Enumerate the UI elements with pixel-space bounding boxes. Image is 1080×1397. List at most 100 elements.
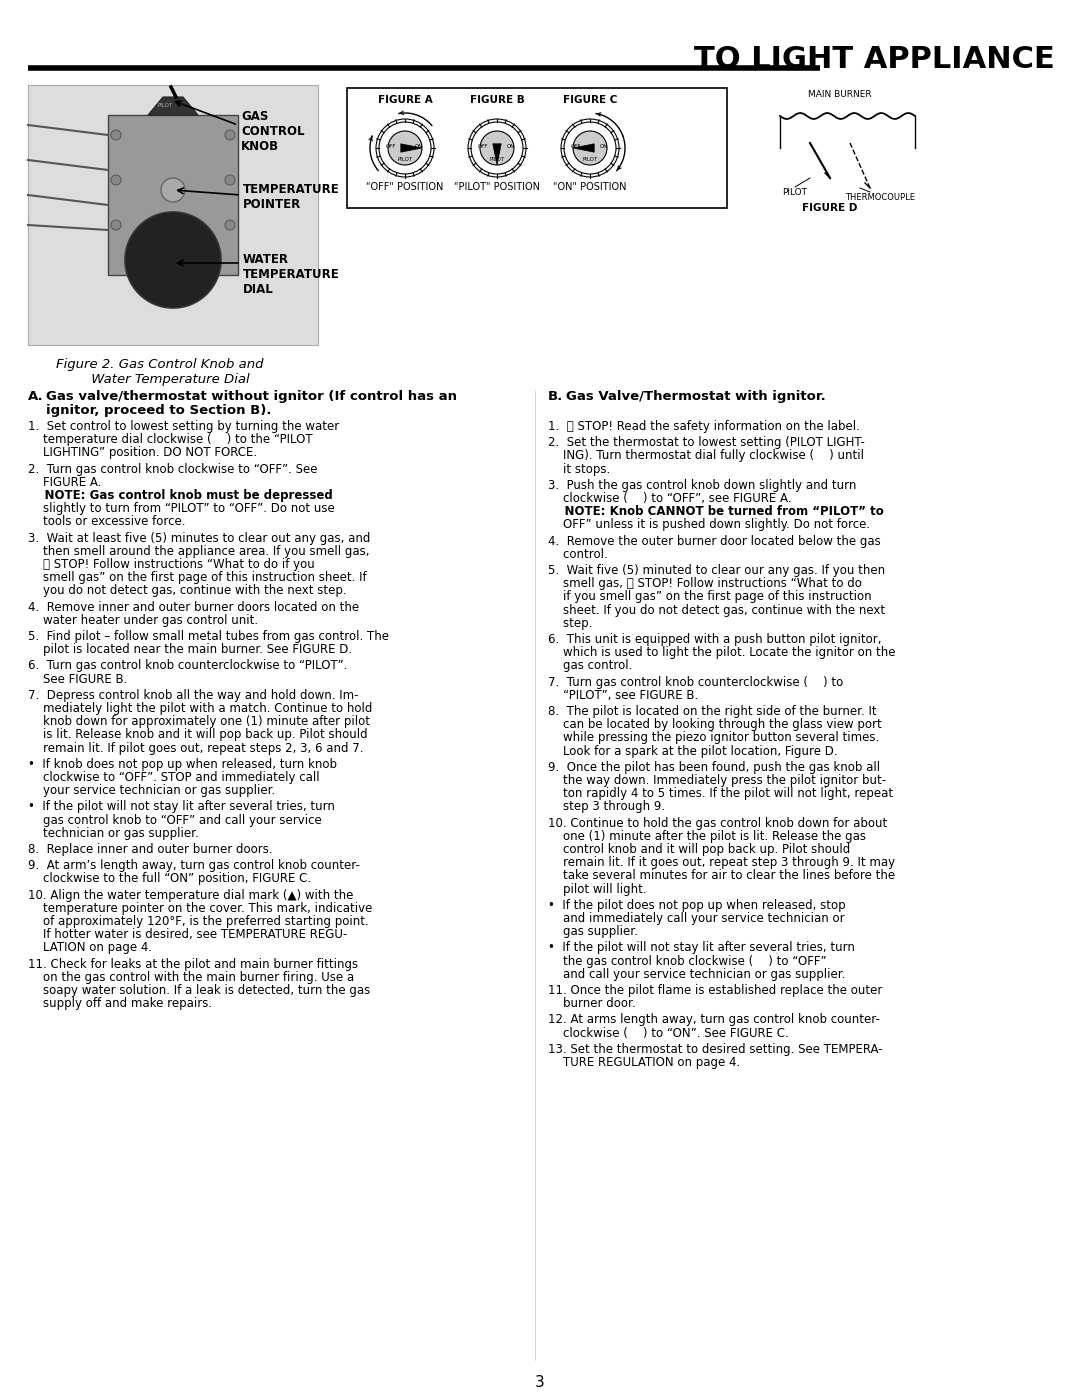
Circle shape xyxy=(561,119,619,177)
Text: 1.  ⓘ STOP! Read the safety information on the label.: 1. ⓘ STOP! Read the safety information o… xyxy=(548,420,860,433)
Text: mediately light the pilot with a match. Continue to hold: mediately light the pilot with a match. … xyxy=(28,703,373,715)
Text: •  If knob does not pop up when released, turn knob: • If knob does not pop up when released,… xyxy=(28,757,337,771)
Text: while pressing the piezo ignitor button several times.: while pressing the piezo ignitor button … xyxy=(548,732,879,745)
Text: soapy water solution. If a leak is detected, turn the gas: soapy water solution. If a leak is detec… xyxy=(28,983,370,997)
Text: 5.  Wait five (5) minuted to clear our any gas. If you then: 5. Wait five (5) minuted to clear our an… xyxy=(548,564,886,577)
Text: burner door.: burner door. xyxy=(548,997,636,1010)
Circle shape xyxy=(111,130,121,140)
Circle shape xyxy=(471,122,523,175)
Text: PILOT: PILOT xyxy=(783,189,808,197)
Circle shape xyxy=(111,175,121,184)
Circle shape xyxy=(480,131,514,165)
Bar xyxy=(28,85,318,345)
Text: remain lit. If pilot goes out, repeat steps 2, 3, 6 and 7.: remain lit. If pilot goes out, repeat st… xyxy=(28,742,364,754)
Circle shape xyxy=(376,119,434,177)
Text: OFF: OFF xyxy=(570,144,581,148)
Text: and call your service technician or gas supplier.: and call your service technician or gas … xyxy=(548,968,846,981)
Text: you do not detect gas, continue with the next step.: you do not detect gas, continue with the… xyxy=(28,584,347,598)
Bar xyxy=(347,88,727,208)
Text: MAIN BURNER: MAIN BURNER xyxy=(808,89,872,99)
Text: tools or excessive force.: tools or excessive force. xyxy=(28,515,186,528)
Circle shape xyxy=(573,131,607,165)
Text: 6.  Turn gas control knob counterclockwise to “PILOT”.: 6. Turn gas control knob counterclockwis… xyxy=(28,659,348,672)
Text: 2.  Set the thermostat to lowest setting (PILOT LIGHT-: 2. Set the thermostat to lowest setting … xyxy=(548,436,865,450)
Text: 6.  This unit is equipped with a push button pilot ignitor,: 6. This unit is equipped with a push but… xyxy=(548,633,881,645)
Text: smell gas” on the first page of this instruction sheet. If: smell gas” on the first page of this ins… xyxy=(28,571,366,584)
Polygon shape xyxy=(401,144,422,152)
Text: ING). Turn thermostat dial fully clockwise (    ) until: ING). Turn thermostat dial fully clockwi… xyxy=(548,450,864,462)
Text: slightly to turn from “PILOT” to “OFF”. Do not use: slightly to turn from “PILOT” to “OFF”. … xyxy=(28,502,335,515)
Text: control knob and it will pop back up. Pilot should: control knob and it will pop back up. Pi… xyxy=(548,842,850,856)
Text: THERMOCOUPLE: THERMOCOUPLE xyxy=(845,193,915,203)
Text: water heater under gas control unit.: water heater under gas control unit. xyxy=(28,613,258,627)
Circle shape xyxy=(161,177,185,203)
Text: 13. Set the thermostat to desired setting. See TEMPERA-: 13. Set the thermostat to desired settin… xyxy=(548,1042,882,1056)
Text: pilot will light.: pilot will light. xyxy=(548,883,647,895)
Text: can be located by looking through the glass view port: can be located by looking through the gl… xyxy=(548,718,881,731)
Circle shape xyxy=(225,175,235,184)
Text: OFF: OFF xyxy=(386,144,396,148)
Text: Gas valve/thermostat without ignitor (If control has an: Gas valve/thermostat without ignitor (If… xyxy=(46,390,457,402)
Text: step.: step. xyxy=(548,617,592,630)
Text: temperature pointer on the cover. This mark, indicative: temperature pointer on the cover. This m… xyxy=(28,902,373,915)
Text: and immediately call your service technician or: and immediately call your service techni… xyxy=(548,912,845,925)
Text: NOTE: Gas control knob must be depressed: NOTE: Gas control knob must be depressed xyxy=(28,489,333,502)
Text: 2.  Turn gas control knob clockwise to “OFF”. See: 2. Turn gas control knob clockwise to “O… xyxy=(28,462,318,475)
Text: FIGURE B: FIGURE B xyxy=(470,95,525,105)
Polygon shape xyxy=(492,144,501,165)
Text: LATION on page 4.: LATION on page 4. xyxy=(28,942,152,954)
Text: it stops.: it stops. xyxy=(548,462,610,475)
Text: 10. Continue to hold the gas control knob down for about: 10. Continue to hold the gas control kno… xyxy=(548,817,888,830)
Text: the gas control knob clockwise (    ) to “OFF”: the gas control knob clockwise ( ) to “O… xyxy=(548,954,826,968)
Text: B.: B. xyxy=(548,390,564,402)
Text: 11. Check for leaks at the pilot and main burner fittings: 11. Check for leaks at the pilot and mai… xyxy=(28,957,359,971)
Text: the way down. Immediately press the pilot ignitor but-: the way down. Immediately press the pilo… xyxy=(548,774,886,787)
Text: 3: 3 xyxy=(535,1375,545,1390)
Text: FIGURE A: FIGURE A xyxy=(378,95,432,105)
Text: PILOT: PILOT xyxy=(582,156,597,162)
Text: ON: ON xyxy=(599,144,608,148)
Text: LIGHTING” position. DO NOT FORCE.: LIGHTING” position. DO NOT FORCE. xyxy=(28,447,257,460)
Text: FIGURE D: FIGURE D xyxy=(802,203,858,212)
Text: OFF: OFF xyxy=(477,144,488,148)
Polygon shape xyxy=(573,144,594,152)
Text: •  If the pilot will not stay lit after several tries, turn: • If the pilot will not stay lit after s… xyxy=(548,942,855,954)
Text: sheet. If you do not detect gas, continue with the next: sheet. If you do not detect gas, continu… xyxy=(548,604,886,616)
Circle shape xyxy=(379,122,431,175)
Text: ⓘ STOP! Follow instructions “What to do if you: ⓘ STOP! Follow instructions “What to do … xyxy=(28,557,314,571)
Text: 12. At arms length away, turn gas control knob counter-: 12. At arms length away, turn gas contro… xyxy=(548,1013,880,1027)
Text: is lit. Release knob and it will pop back up. Pilot should: is lit. Release knob and it will pop bac… xyxy=(28,728,367,742)
Text: ton rapidly 4 to 5 times. If the pilot will not light, repeat: ton rapidly 4 to 5 times. If the pilot w… xyxy=(548,787,893,800)
Text: Gas Valve/Thermostat with ignitor.: Gas Valve/Thermostat with ignitor. xyxy=(566,390,826,402)
Text: 8.  Replace inner and outer burner doors.: 8. Replace inner and outer burner doors. xyxy=(28,842,272,856)
Text: Figure 2. Gas Control Knob and
     Water Temperature Dial: Figure 2. Gas Control Knob and Water Tem… xyxy=(56,358,264,386)
Text: control.: control. xyxy=(548,548,608,560)
Text: 1.  Set control to lowest setting by turning the water: 1. Set control to lowest setting by turn… xyxy=(28,420,339,433)
Text: pilot is located near the main burner. See FIGURE D.: pilot is located near the main burner. S… xyxy=(28,643,352,657)
Text: supply off and make repairs.: supply off and make repairs. xyxy=(28,997,212,1010)
Text: 10. Align the water temperature dial mark (▲) with the: 10. Align the water temperature dial mar… xyxy=(28,888,353,901)
Text: knob down for approximately one (1) minute after pilot: knob down for approximately one (1) minu… xyxy=(28,715,370,728)
Text: PILOT: PILOT xyxy=(397,156,413,162)
Text: WATER
TEMPERATURE
DIAL: WATER TEMPERATURE DIAL xyxy=(243,253,340,296)
Text: 7.  Depress control knob all the way and hold down. Im-: 7. Depress control knob all the way and … xyxy=(28,689,359,701)
Circle shape xyxy=(468,119,526,177)
Text: "ON" POSITION: "ON" POSITION xyxy=(553,182,626,191)
Circle shape xyxy=(388,131,422,165)
Text: PILOT: PILOT xyxy=(158,103,173,108)
Text: “PILOT”, see FIGURE B.: “PILOT”, see FIGURE B. xyxy=(548,689,699,701)
Text: FIGURE A.: FIGURE A. xyxy=(28,476,102,489)
Text: •  If the pilot will not stay lit after several tries, turn: • If the pilot will not stay lit after s… xyxy=(28,800,335,813)
Text: •  If the pilot does not pop up when released, stop: • If the pilot does not pop up when rele… xyxy=(548,898,846,912)
Text: of approximately 120°F, is the preferred starting point.: of approximately 120°F, is the preferred… xyxy=(28,915,368,928)
Text: TO LIGHT APPLIANCE: TO LIGHT APPLIANCE xyxy=(694,45,1055,74)
Text: OFF” unless it is pushed down slightly. Do not force.: OFF” unless it is pushed down slightly. … xyxy=(548,518,870,531)
Text: your service technician or gas supplier.: your service technician or gas supplier. xyxy=(28,784,275,798)
Text: See FIGURE B.: See FIGURE B. xyxy=(28,672,127,686)
Text: then smell around the appliance area. If you smell gas,: then smell around the appliance area. If… xyxy=(28,545,369,557)
Text: clockwise (    ) to “ON”. See FIGURE C.: clockwise ( ) to “ON”. See FIGURE C. xyxy=(548,1027,788,1039)
Text: PILOT: PILOT xyxy=(489,156,504,162)
Text: "PILOT" POSITION: "PILOT" POSITION xyxy=(454,182,540,191)
Text: ignitor, proceed to Section B).: ignitor, proceed to Section B). xyxy=(46,404,271,418)
Text: gas control.: gas control. xyxy=(548,659,633,672)
